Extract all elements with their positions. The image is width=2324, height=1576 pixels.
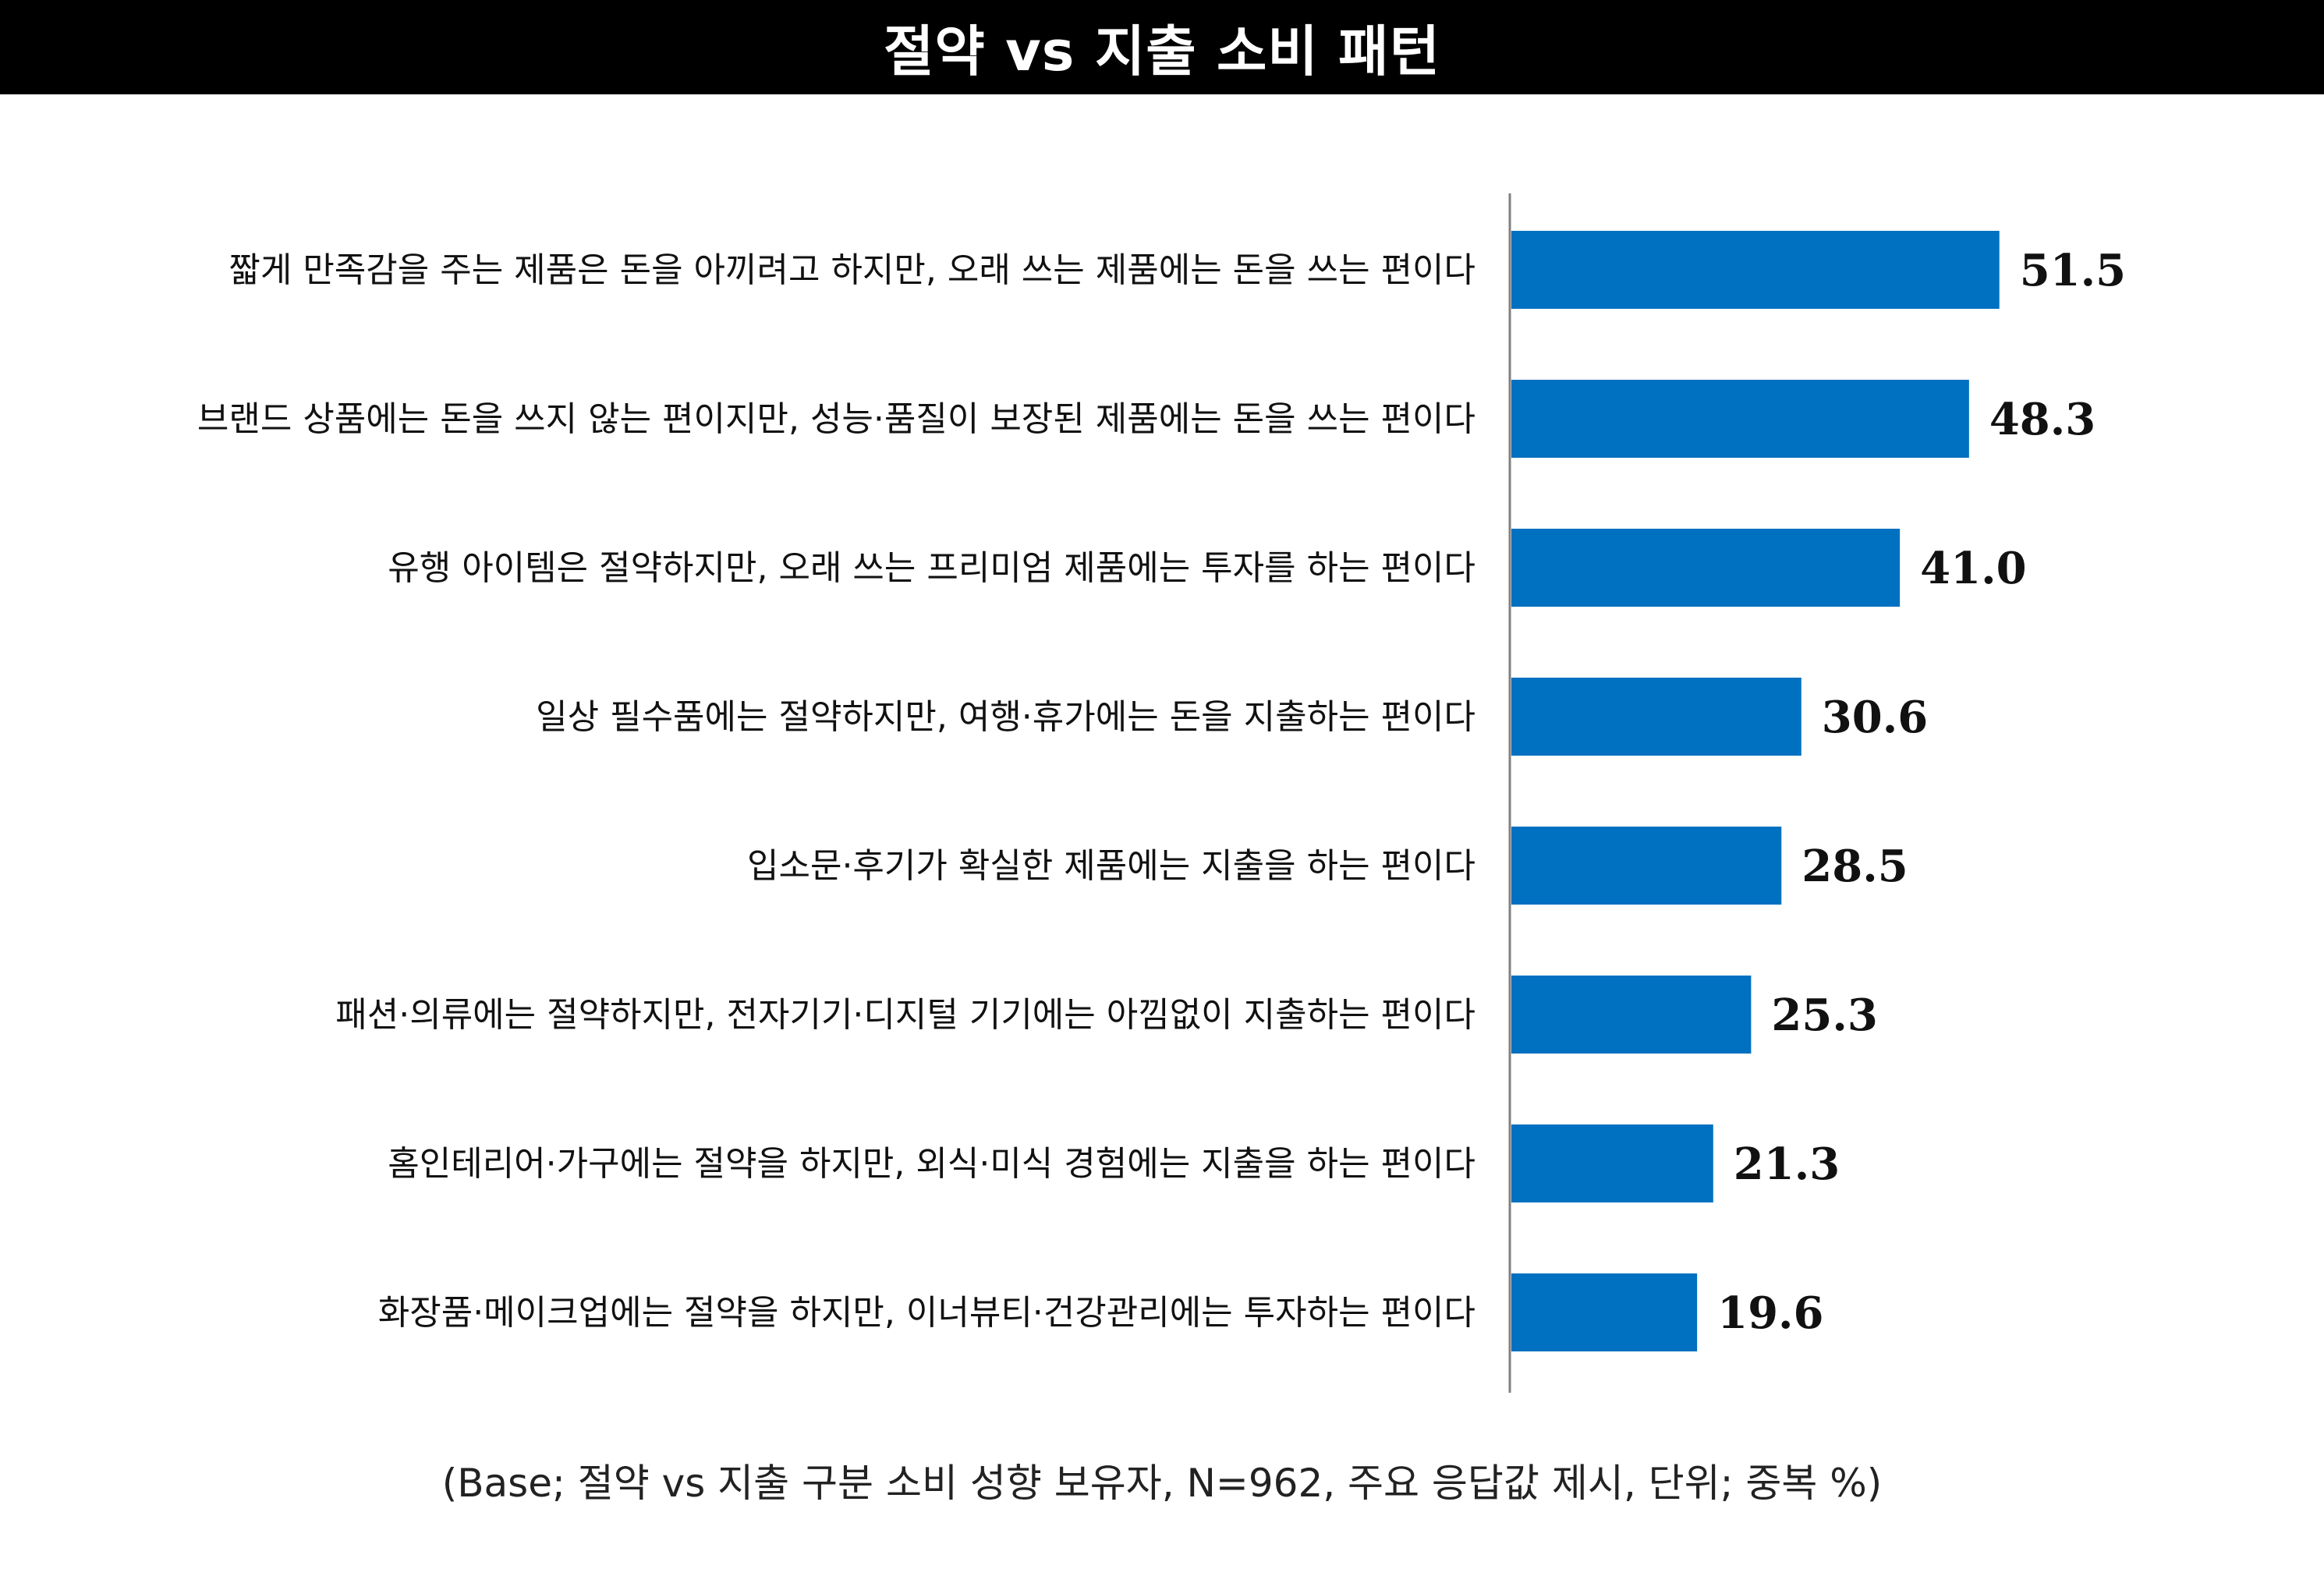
bar-2 — [1511, 380, 1969, 458]
chart-title: 절약 vs 지출 소비 패턴 — [884, 19, 1440, 83]
bar-1 — [1511, 231, 2000, 309]
category-label-8: 화장품·메이크업에는 절약을 하지만, 이너뷰티·건강관리에는 투자하는 편이다 — [378, 1293, 1476, 1333]
value-label-6: 25.3 — [1771, 990, 1877, 1041]
bar-4 — [1511, 678, 1801, 756]
bar-8 — [1511, 1273, 1698, 1351]
value-label-5: 28.5 — [1801, 841, 1908, 892]
value-label-2: 48.3 — [1989, 394, 2095, 445]
title-bar: 절약 vs 지출 소비 패턴 — [0, 0, 2324, 94]
category-label-6: 패션·의류에는 절약하지만, 전자기기·디지털 기기에는 아낌없이 지출하는 편… — [335, 995, 1476, 1035]
category-label-5: 입소문·후기가 확실한 제품에는 지출을 하는 편이다 — [747, 846, 1476, 886]
bar-6 — [1511, 976, 1752, 1054]
footnote: (Base; 절약 vs 지출 구분 소비 성향 보유자, N=962, 주요 … — [441, 1461, 1883, 1506]
category-label-1: 짧게 만족감을 주는 제품은 돈을 아끼려고 하지만, 오래 쓰는 제품에는 돈… — [229, 250, 1476, 290]
category-label-4: 일상 필수품에는 절약하지만, 여행·휴가에는 돈을 지출하는 편이다 — [536, 697, 1476, 737]
value-label-7: 21.3 — [1734, 1139, 1840, 1190]
value-label-1: 51.5 — [2020, 245, 2126, 296]
category-label-2: 브랜드 상품에는 돈을 쓰지 않는 편이지만, 성능·품질이 보장된 제품에는 … — [197, 399, 1476, 439]
bar-3 — [1511, 529, 1901, 607]
category-label-7: 홈인테리어·가구에는 절약을 하지만, 외식·미식 경험에는 지출을 하는 편이… — [388, 1144, 1476, 1184]
bar-5 — [1511, 827, 1782, 905]
category-label-3: 유행 아이템은 절약하지만, 오래 쓰는 프리미엄 제품에는 투자를 하는 편이… — [388, 548, 1476, 588]
value-label-8: 19.6 — [1717, 1287, 1823, 1339]
bar-7 — [1511, 1124, 1713, 1202]
value-label-4: 30.6 — [1822, 692, 1928, 743]
value-label-3: 41.0 — [1920, 543, 2026, 594]
